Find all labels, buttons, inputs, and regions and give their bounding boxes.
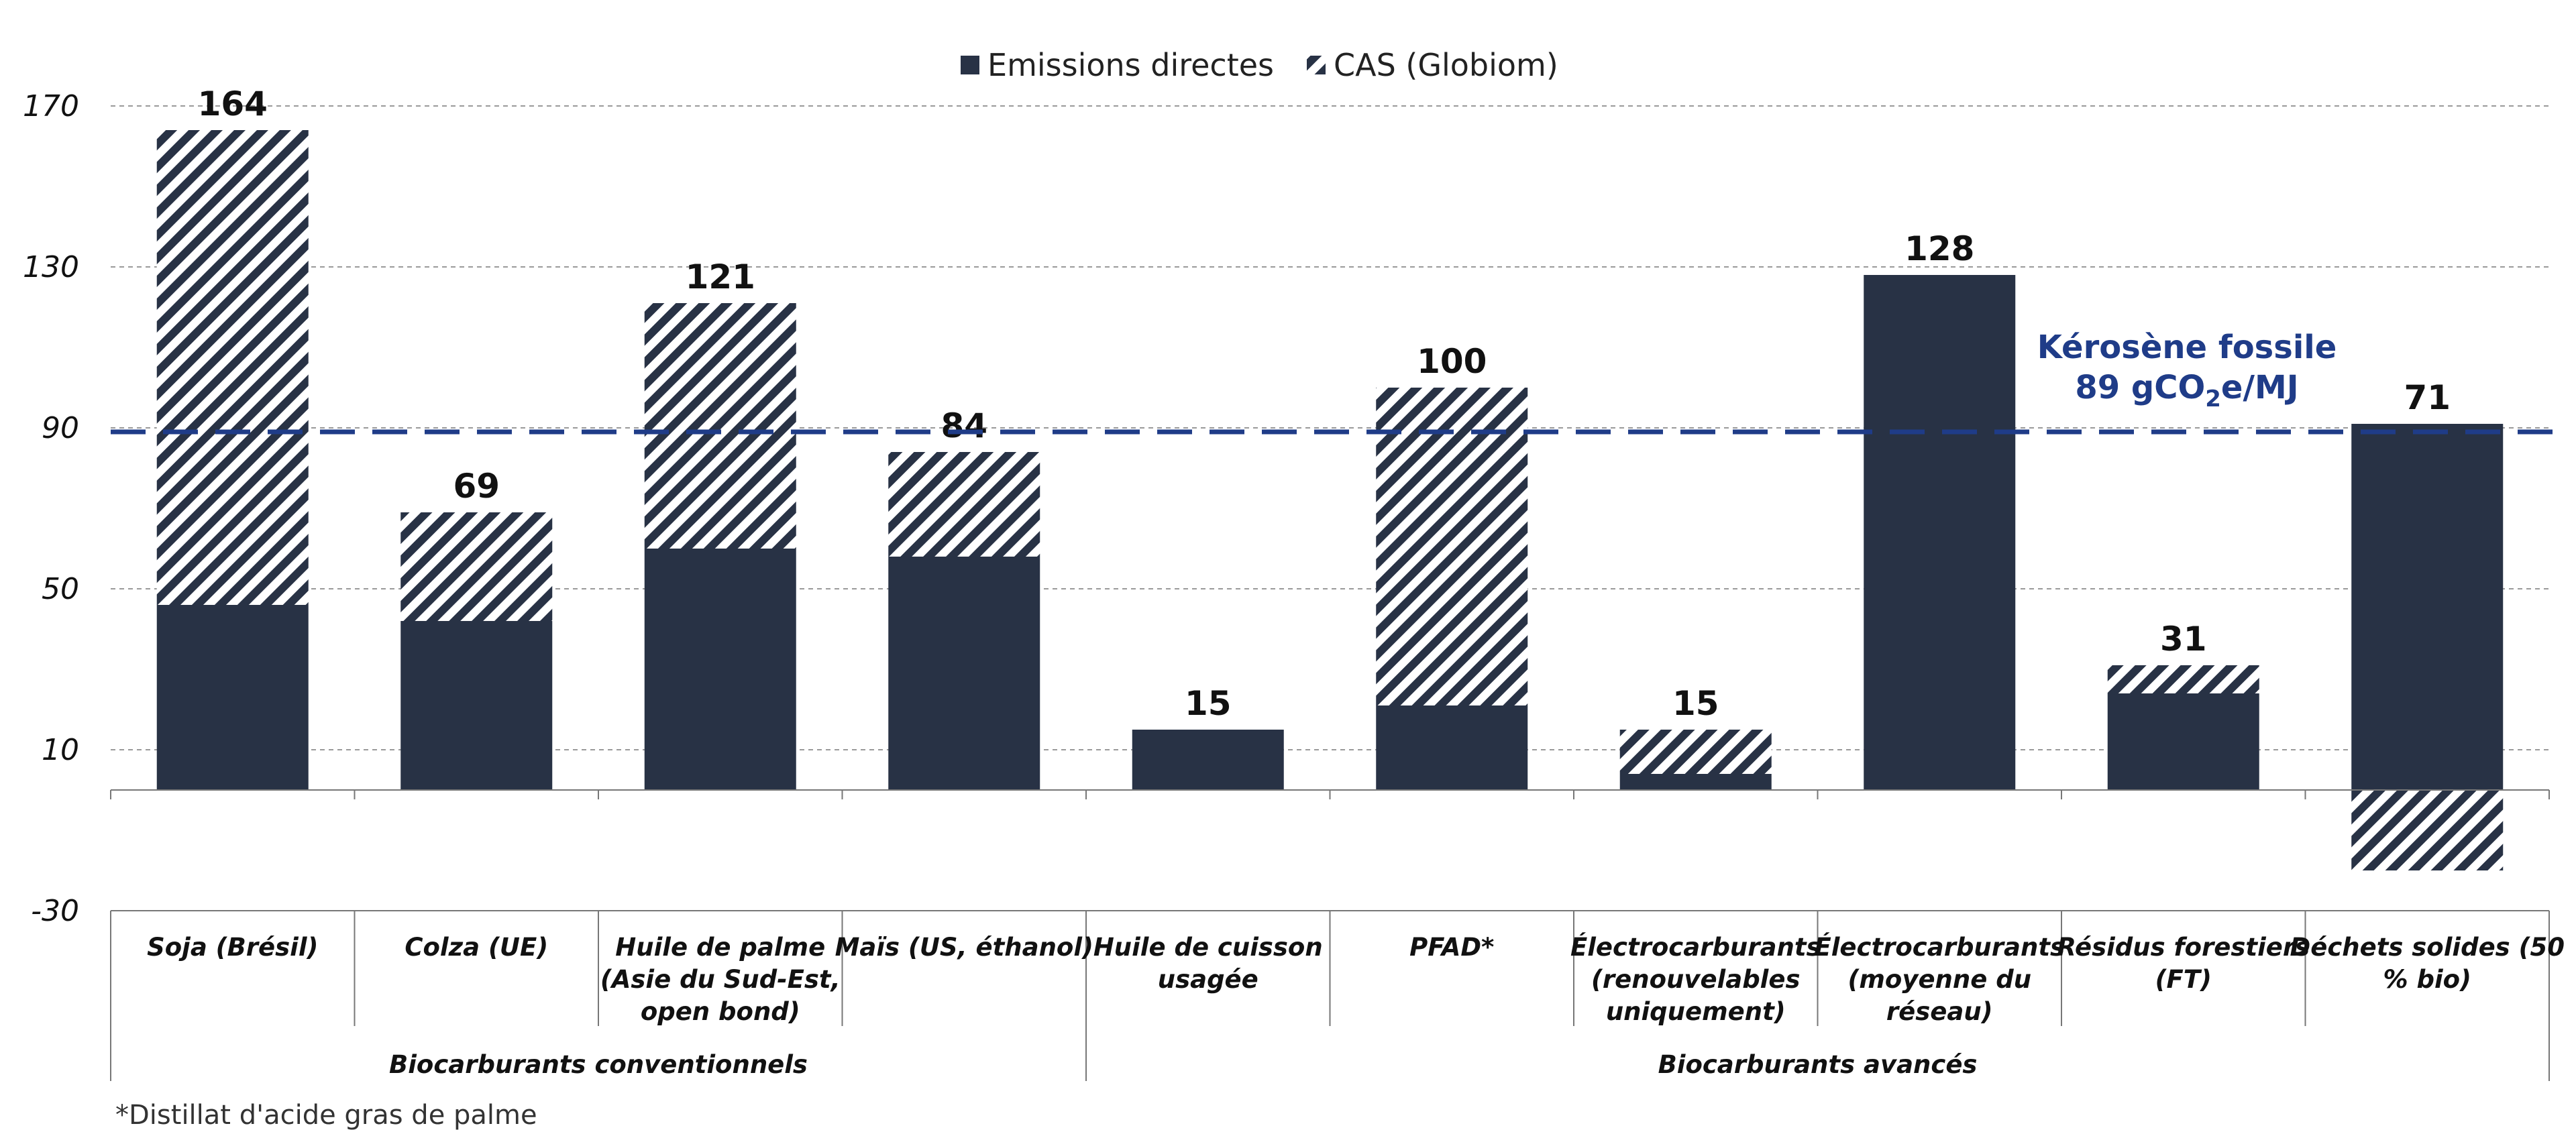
legend: Emissions directes CAS (Globiom): [961, 47, 1558, 83]
legend-swatch-cas-globiom: [1307, 56, 1326, 74]
total-labels: 164 69 121 84 15 100 15 128 31 71: [198, 84, 2451, 723]
total-label: 69: [453, 467, 500, 506]
group-label: Biocarburants conventionnels: [389, 1050, 808, 1079]
bar-segment-cas-globiom: [888, 452, 1040, 557]
bar-segment-cas-globiom: [156, 130, 309, 605]
group-label: Biocarburants avancés: [1658, 1050, 1978, 1079]
bar-segment-cas-globiom: [400, 512, 553, 621]
group-labels: Biocarburants conventionnels Biocarburant…: [389, 1050, 1977, 1079]
category-label: Huile de palme (Asie du Sud-Est, open bond…: [600, 933, 841, 1026]
bar-segment-emissions-directes: [888, 557, 1040, 790]
bar-segment-emissions-directes: [644, 549, 796, 790]
category-label: Déchets solides (50% bio): [2290, 933, 2565, 994]
bar-segment-emissions-directes: [1132, 730, 1284, 790]
bar-segment-emissions-directes: [2107, 693, 2259, 790]
legend-label-cas-globiom: CAS (Globiom): [1334, 47, 1558, 83]
reference-line: Kérosène fossile 89 gCO2e/MJ: [111, 329, 2557, 435]
reference-line-value: 89 gCO2e/MJ: [2075, 369, 2298, 412]
bar-segment-cas-globiom: [1376, 388, 1528, 705]
category-label: Soja (Brésil): [147, 933, 318, 962]
total-label: 15: [1672, 684, 1719, 723]
category-label: Résidus forestiers (FT): [2057, 933, 2310, 994]
category-label: Colza (UE): [405, 933, 548, 962]
y-tick-label: 10: [42, 733, 79, 767]
total-label: 121: [686, 258, 755, 296]
y-tick-label: -30: [31, 894, 79, 928]
legend-swatch-emissions-directes: [961, 56, 979, 74]
category-axis: [110, 789, 2550, 1081]
total-label: 128: [1904, 229, 1974, 268]
total-label: 84: [941, 406, 987, 445]
footnote: *Distillat d'acide gras de palme: [115, 1100, 537, 1131]
bars: [156, 130, 2504, 870]
y-tick-label: 170: [23, 89, 79, 123]
total-label: 100: [1417, 342, 1487, 381]
category-label: PFAD*: [1409, 933, 1494, 962]
y-tick-label: 90: [42, 411, 79, 445]
bar-segment-emissions-directes: [1619, 774, 1772, 790]
bar-segment-cas-globiom: [644, 303, 796, 549]
total-label: 15: [1185, 684, 1232, 723]
reference-line-label: Kérosène fossile: [2037, 329, 2337, 366]
bar-segment-emissions-directes: [1376, 705, 1528, 790]
category-labels: Soja (Brésil) Colza (UE) Huile de palme (As…: [147, 932, 2565, 1026]
y-tick-label: 50: [42, 572, 79, 606]
category-label: Électrocarburants (renouvelables uniquemen…: [1570, 932, 1821, 1026]
total-label: 71: [2404, 378, 2451, 417]
bar-segment-cas-globiom: [1619, 730, 1772, 774]
bar-segment-emissions-directes: [156, 605, 309, 790]
category-label: Huile de cuisson usagée: [1093, 933, 1323, 994]
category-label: Électrocarburants (moyenne du réseau): [1814, 932, 2065, 1026]
total-label: 164: [198, 84, 268, 123]
y-tick-label: 130: [23, 250, 79, 284]
category-label: Maïs (US, éthanol): [835, 933, 1093, 962]
legend-label-emissions-directes: Emissions directes: [987, 47, 1274, 83]
bar-segment-emissions-directes: [400, 621, 553, 790]
bar-segment-emissions-directes: [2351, 424, 2504, 790]
bar-segment-cas-globiom: [2107, 665, 2259, 693]
bar-segment-cas-globiom: [2351, 790, 2504, 870]
total-label: 31: [2160, 620, 2207, 659]
bar-segment-emissions-directes: [1864, 275, 2016, 790]
y-axis-ticks: -30 10 50 90 130 170: [23, 89, 79, 928]
